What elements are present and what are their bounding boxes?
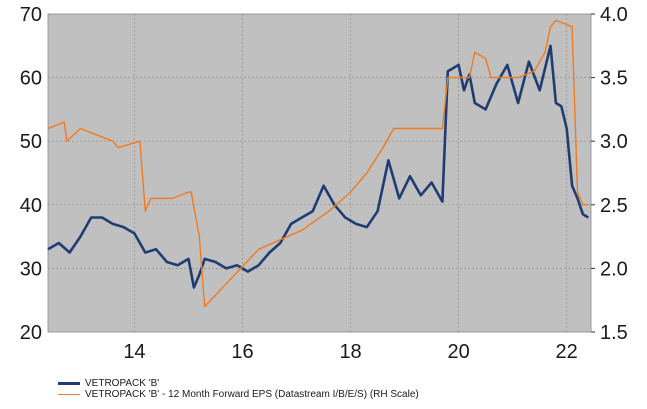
y-left-tick-label: 30 [20,258,42,280]
legend: VETROPACK 'B' VETROPACK 'B' - 12 Month F… [58,378,419,400]
series-line-price [47,44,589,289]
legend-swatch-eps [58,393,80,396]
x-tick-label: 18 [339,341,361,363]
x-tick-label: 20 [448,341,470,363]
y-right-tick-label: 4.0 [600,4,628,26]
axes: 20 30 40 50 60 70 1.5 2.0 2.5 3.0 3.5 4.0 14 16 18 20 22 [20,4,628,363]
y-right-tick-label: 2.5 [600,195,628,217]
y-left-tick-label: 60 [20,68,42,90]
x-tick-label: 16 [231,341,253,363]
y-left-tick-label: 70 [20,4,42,26]
series-line-eps [47,19,589,308]
x-tick-label: 22 [556,341,578,363]
y-left-tick-label: 50 [20,131,42,153]
y-right-tick-label: 2.0 [600,258,628,280]
y-left-tick-label: 40 [20,195,42,217]
legend-item-eps: VETROPACK 'B' - 12 Month Forward EPS (Da… [58,389,419,400]
legend-label-eps: VETROPACK 'B' - 12 Month Forward EPS (Da… [85,389,419,400]
plot-area [47,13,592,333]
y-right-tick-label: 3.5 [600,68,628,90]
y-right-tick-label: 1.5 [600,322,628,344]
y-left-tick-label: 20 [20,322,42,344]
x-tick-label: 14 [123,341,145,363]
series-lines [47,19,589,308]
legend-label-price: VETROPACK 'B' [85,378,160,389]
legend-item-price: VETROPACK 'B' [58,378,419,389]
y-right-tick-label: 3.0 [600,131,628,153]
legend-swatch-price [58,382,80,385]
